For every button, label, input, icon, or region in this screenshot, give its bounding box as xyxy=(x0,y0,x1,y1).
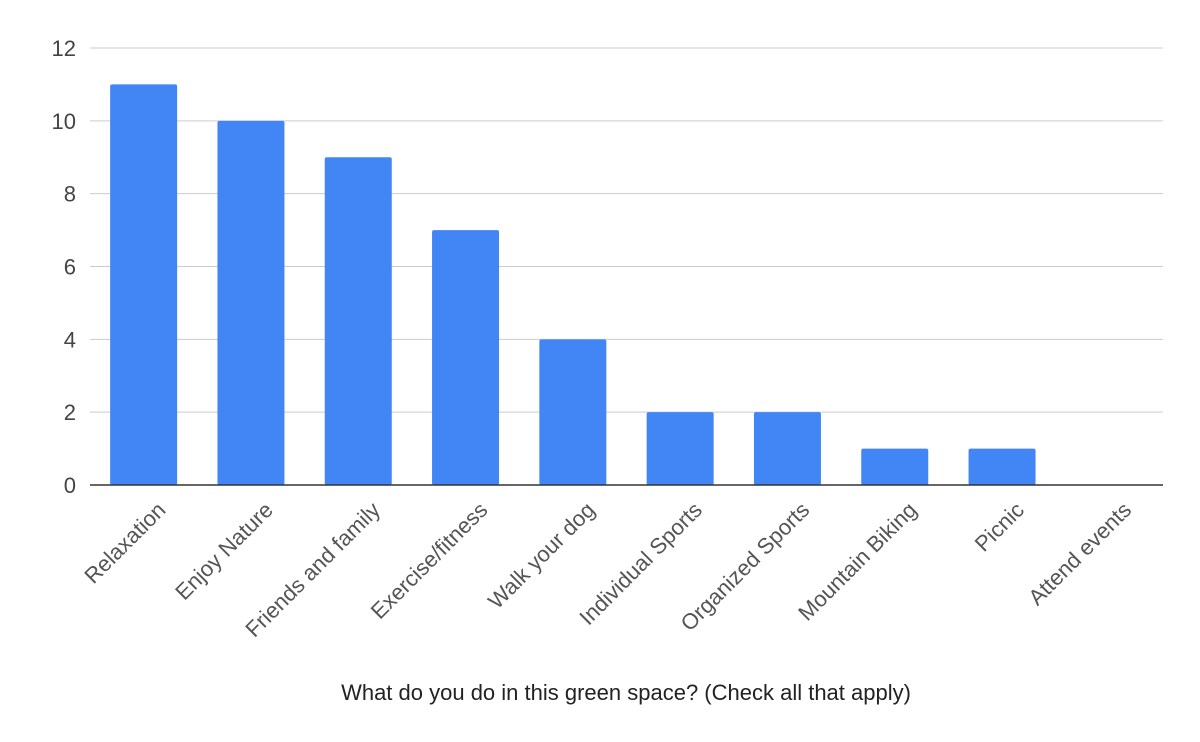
bar xyxy=(432,230,500,485)
x-tick-label: Exercise/fitness xyxy=(366,497,493,624)
x-tick-label: Relaxation xyxy=(79,497,170,588)
x-tick-label: Attend events xyxy=(1023,497,1136,610)
x-tick-label: Walk your dog xyxy=(483,497,600,614)
bar xyxy=(217,120,285,485)
y-tick-label: 2 xyxy=(64,400,76,425)
bar xyxy=(753,412,821,485)
x-tick-label: Picnic xyxy=(970,497,1029,556)
bar xyxy=(968,448,1036,485)
x-tick-label: Enjoy Nature xyxy=(170,497,278,605)
bar xyxy=(646,412,714,485)
y-tick-label: 4 xyxy=(64,327,76,352)
bar xyxy=(539,339,607,485)
x-axis-title: What do you do in this green space? (Che… xyxy=(341,680,911,705)
y-tick-label: 6 xyxy=(64,255,76,280)
bars xyxy=(110,84,1036,486)
y-tick-label: 0 xyxy=(64,473,76,498)
bar xyxy=(110,84,178,486)
bar xyxy=(324,157,392,485)
y-tick-label: 8 xyxy=(64,182,76,207)
y-axis-tick-labels: 0 2 4 6 8 10 12 xyxy=(52,36,76,498)
bar xyxy=(861,448,929,485)
y-tick-label: 12 xyxy=(52,36,76,61)
y-tick-label: 10 xyxy=(52,109,76,134)
